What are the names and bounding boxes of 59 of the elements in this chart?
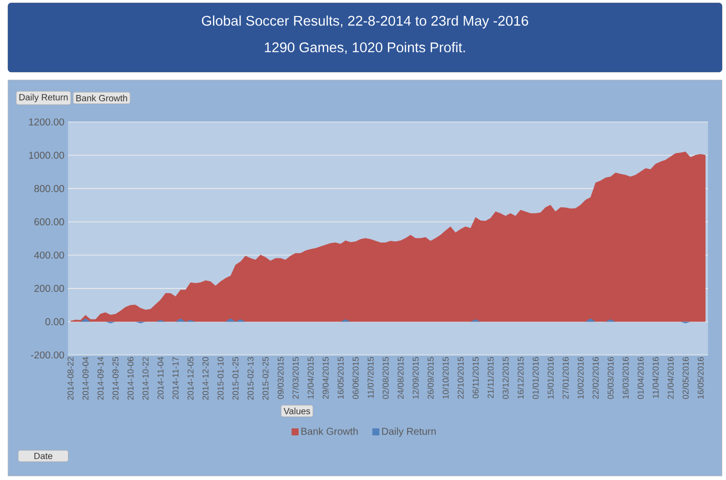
x-tick-label: 01/01/2016: [532, 357, 539, 399]
x-tick-label: 2015-02-25: [262, 357, 269, 400]
x-tick-label: 16/12/2015: [517, 357, 524, 399]
x-tick-label: 09/03/2015: [277, 357, 284, 399]
chart-title: Global Soccer Results, 22-8-2014 to 23rd May -2016: [202, 15, 528, 29]
x-tick-label: 03/12/2015: [502, 357, 509, 399]
x-tick-label: 16/05/2015: [337, 357, 344, 399]
x-tick-label: 2014-10-06: [127, 357, 134, 400]
x-tick-label: 22/10/2015: [457, 357, 464, 399]
y-tick-label: 0.00: [45, 318, 64, 326]
y-tick-label: 600.00: [34, 218, 64, 226]
x-tick-label: 27/01/2016: [562, 357, 569, 399]
x-tick-label: 2014-10-22: [142, 357, 149, 400]
x-tick-label: 02/05/2016: [682, 357, 689, 399]
x-tick-label: 2014-12-05: [188, 357, 194, 400]
x-tick-label: 16/03/2016: [622, 357, 629, 399]
x-tick-label: 11/04/2016: [652, 357, 659, 398]
x-tick-label: 2014-08-22: [68, 357, 74, 400]
x-tick-label: 2015-01-10: [217, 357, 224, 400]
x-tick-label: 2014-09-14: [98, 356, 104, 400]
y-tick-label: 1200.00: [29, 118, 64, 126]
x-tick-label: 05/03/2016: [607, 357, 614, 399]
y-tick-label: 1000.00: [29, 152, 64, 159]
y-tick-label: 200.00: [34, 284, 64, 292]
y-tick-label: -200.00: [31, 351, 64, 359]
legend-label: Daily Return: [382, 428, 436, 437]
x-tick-label: 21/04/2016: [667, 357, 674, 399]
x-tick-label: 27/03/2015: [292, 357, 299, 399]
x-tick-label: 06/06/2015: [352, 357, 359, 399]
x-tick-label: 29/04/2015: [322, 357, 329, 399]
x-tick-label: 2014-11-17: [172, 357, 179, 400]
x-tick-label: 2014-09-04: [82, 356, 89, 400]
x-tick-label: 10/02/2016: [577, 357, 584, 399]
x-tick-label: 2014-12-20: [202, 357, 209, 400]
x-tick-label: 26/09/2015: [427, 357, 434, 399]
x-tick-label: 15/01/2016: [547, 357, 554, 399]
text: Daily Return: [19, 94, 68, 102]
x-tick-label: 2015-02-13: [247, 357, 254, 400]
x-tick-label: 02/08/2015: [382, 357, 389, 399]
legend-label: Bank Growth: [301, 428, 358, 435]
x-tick-label: 2014-11-04: [158, 356, 164, 400]
x-tick-label: 11/07/2015: [367, 357, 374, 398]
text: Date: [34, 452, 52, 460]
x-tick-label: 24/08/2015: [397, 357, 404, 399]
x-tick-label: 22/02/2016: [592, 357, 599, 399]
y-tick-label: 400.00: [34, 252, 64, 259]
x-tick-label: 2015-01-25: [232, 357, 239, 400]
x-tick-label: 10/10/2015: [442, 357, 449, 399]
chart-subtitle: 1290 Games, 1020 Points Profit.: [264, 42, 465, 54]
x-tick-label: 12/04/2015: [307, 357, 314, 399]
x-tick-label: 2014-09-25: [112, 357, 119, 400]
x-tick-label: 12/09/2015: [412, 357, 419, 399]
x-tick-label: 06/11/2015: [472, 357, 479, 398]
x-tick-label: 01/04/2016: [637, 357, 644, 399]
text: Bank Growth: [76, 94, 128, 102]
x-tick-label: 16/05/2016: [697, 357, 704, 399]
x-tick-label: 21/11/2015: [487, 357, 494, 398]
y-tick-label: 800.00: [34, 185, 64, 192]
legend-title: Values: [284, 408, 310, 414]
